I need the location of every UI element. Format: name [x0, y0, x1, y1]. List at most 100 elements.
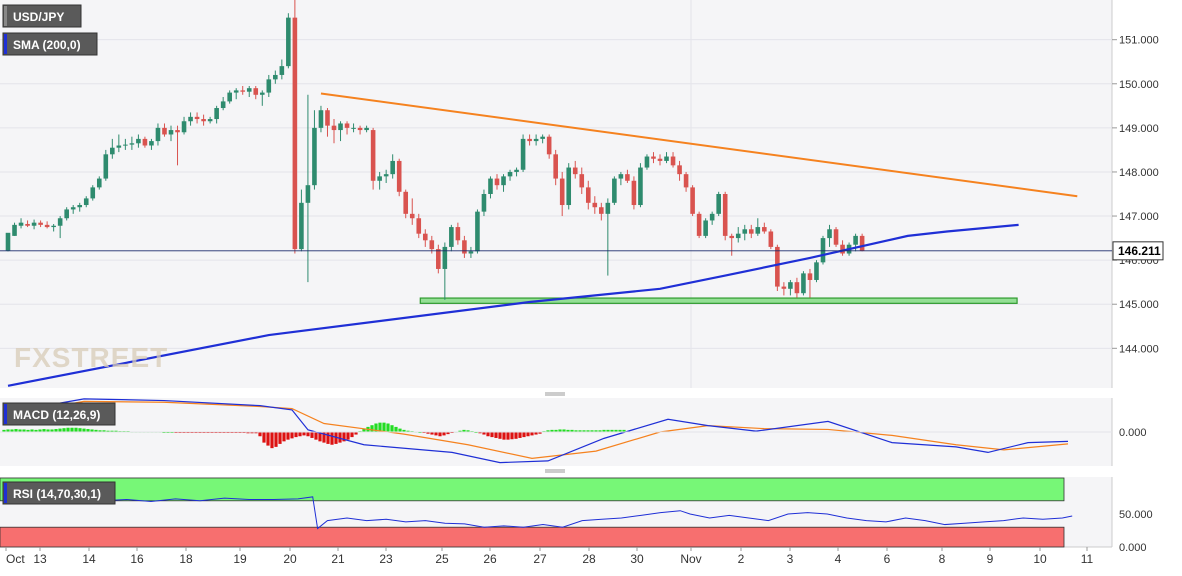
- macd-label[interactable]: MACD (12,26,9): [2, 402, 116, 426]
- candle: [12, 222, 17, 236]
- candle: [422, 229, 428, 247]
- candle-body: [331, 125, 337, 131]
- candle: [729, 233, 735, 256]
- macd-hist-bar: [110, 430, 114, 432]
- candle-body: [462, 240, 467, 254]
- candle-body: [775, 246, 780, 287]
- macd-hist-bar: [14, 429, 18, 432]
- candle-body: [553, 154, 558, 179]
- candle: [168, 125, 174, 142]
- candle-body: [25, 223, 30, 226]
- candle-body: [96, 178, 102, 188]
- candle-body: [722, 194, 728, 236]
- macd-hist-bar: [370, 425, 374, 432]
- candle: [807, 268, 813, 298]
- candle-body: [390, 160, 395, 175]
- x-tick-label: 23: [379, 552, 393, 566]
- x-tick-label: 16: [130, 552, 144, 566]
- candle-body: [227, 92, 232, 102]
- candle: [155, 123, 161, 146]
- macd-hist-bar: [82, 428, 86, 432]
- candle: [409, 198, 415, 225]
- macd-hist-bar: [570, 429, 574, 432]
- x-tick-label: 11: [1081, 552, 1094, 566]
- candle: [259, 90, 265, 106]
- candle-body: [612, 178, 617, 203]
- candle: [657, 154, 663, 166]
- candle-body: [31, 222, 37, 226]
- candle: [716, 191, 721, 217]
- macd-hist-bar: [610, 429, 614, 432]
- candle: [703, 218, 708, 239]
- macd-hist-bar: [270, 432, 274, 449]
- candle: [501, 174, 506, 192]
- candle-body: [325, 110, 330, 126]
- macd-hist-bar: [330, 432, 334, 445]
- macd-splitter[interactable]: [545, 392, 565, 396]
- candle: [286, 13, 291, 69]
- candle: [129, 136, 135, 150]
- candle: [690, 185, 695, 217]
- rsi-splitter[interactable]: [545, 469, 565, 473]
- macd-hist-bar: [18, 429, 22, 432]
- candle-body: [286, 17, 291, 67]
- candle: [279, 59, 285, 80]
- macd-series: 0.000: [0, 398, 1147, 464]
- macd-hist-bar: [434, 432, 438, 436]
- candle-body: [338, 123, 343, 131]
- macd-hist-bar: [598, 430, 602, 432]
- macd-hist-bar: [374, 423, 378, 432]
- candle-body: [546, 136, 552, 155]
- candle-body: [129, 143, 135, 145]
- candle-body: [422, 233, 428, 241]
- macd-hist-bar: [338, 432, 342, 443]
- rsi-series: 50.000 0.000: [0, 477, 1153, 554]
- macd-hist-bar: [74, 427, 78, 432]
- price-tick-label: 148.000: [1119, 167, 1159, 179]
- macd-hist-bar: [86, 429, 90, 432]
- candle-body: [794, 282, 800, 294]
- candle: [442, 242, 448, 300]
- rsi-label[interactable]: RSI (14,70,30,1): [2, 481, 116, 505]
- candle-body: [533, 138, 539, 142]
- candle-body: [768, 231, 774, 247]
- candle: [638, 163, 643, 208]
- macd-hist-bar: [6, 429, 10, 432]
- candle-body: [488, 178, 493, 194]
- candle-body: [631, 180, 637, 206]
- x-tick-label: 14: [82, 552, 96, 566]
- candle: [664, 152, 669, 164]
- candle-body: [755, 227, 761, 234]
- x-tick-label: 21: [331, 552, 345, 566]
- candle-body: [168, 130, 174, 135]
- macd-hist-bar: [38, 429, 42, 432]
- symbol-label[interactable]: USD/JPY: [2, 4, 82, 28]
- sma-label[interactable]: SMA (200,0): [2, 32, 98, 56]
- candle-body: [514, 169, 519, 172]
- price-tick-label: 144.000: [1119, 343, 1159, 355]
- sma-line-group: [7, 223, 1019, 387]
- macd-hist-bar: [518, 432, 522, 438]
- macd-hist-bar: [530, 432, 534, 436]
- candle-body: [377, 176, 382, 181]
- candle-body: [220, 101, 226, 109]
- candle: [533, 134, 539, 146]
- macd-hist-bar: [102, 430, 106, 432]
- candle: [553, 149, 558, 186]
- candle-body: [644, 156, 650, 168]
- candle-body: [820, 238, 826, 263]
- candle-body: [207, 119, 213, 122]
- macd-hist-bar: [322, 432, 326, 443]
- macd-hist-bar: [478, 432, 482, 434]
- support-zone: [419, 297, 1018, 304]
- candle-body: [735, 233, 741, 239]
- candle-body: [814, 262, 819, 280]
- candle: [351, 123, 356, 133]
- candle: [775, 244, 780, 291]
- trendline-group: [320, 92, 1078, 198]
- candle-body: [110, 147, 115, 155]
- x-tick-label: 3: [787, 552, 794, 566]
- candle-body: [240, 90, 246, 92]
- macd-hist-bar: [70, 427, 74, 432]
- macd-hist-bar: [90, 429, 94, 432]
